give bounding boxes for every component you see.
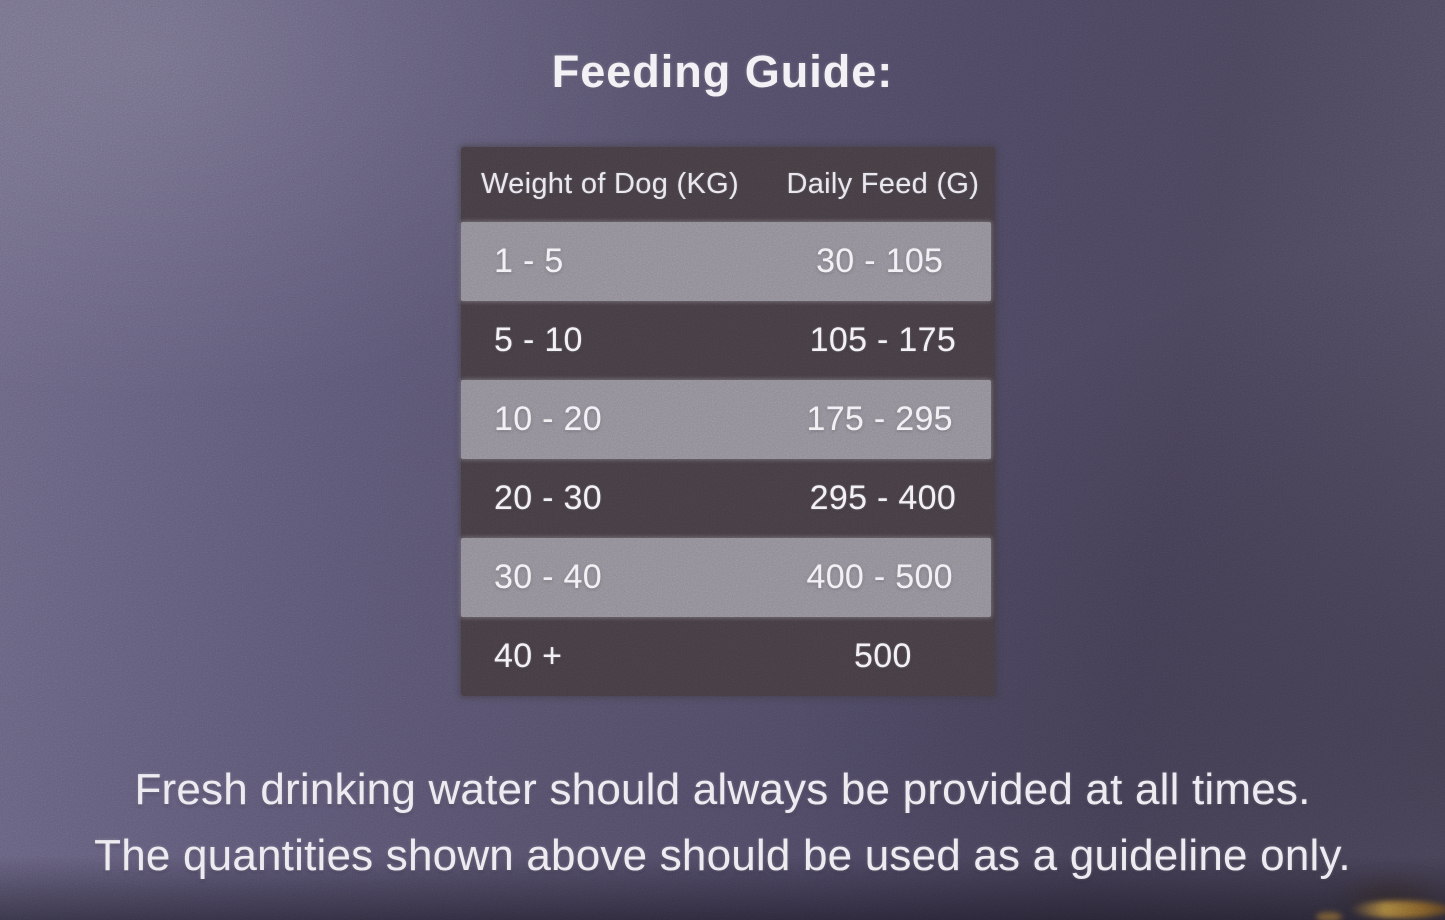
feed-cell: 400 - 500 — [806, 558, 953, 596]
feed-cell: 175 - 295 — [806, 400, 953, 438]
footer-line-2: The quantities shown above should be use… — [94, 831, 1351, 880]
footer-line-1: Fresh drinking water should always be pr… — [134, 765, 1311, 814]
feed-cell: 30 - 105 — [816, 242, 944, 280]
weight-cell: 40 + — [494, 637, 563, 675]
table-row: 30 - 40 400 - 500 — [461, 538, 991, 617]
feed-cell: 500 — [854, 637, 912, 675]
gold-smudge-dot — [1316, 912, 1342, 920]
feed-cell: 295 - 400 — [809, 479, 957, 517]
gold-smudge — [1350, 901, 1445, 918]
column-header-weight: Weight of Dog (KG) — [481, 168, 739, 200]
weight-cell: 30 - 40 — [494, 558, 602, 596]
feeding-guide-table: Weight of Dog (KG) Daily Feed (G) 1 - 5 … — [461, 147, 995, 696]
table-row: 10 - 20 175 - 295 — [461, 380, 991, 459]
weight-cell: 20 - 30 — [494, 479, 602, 517]
weight-cell: 5 - 10 — [494, 321, 583, 359]
table-row: 40 + 500 — [461, 617, 995, 696]
feed-cell: 105 - 175 — [809, 321, 957, 359]
weight-cell: 1 - 5 — [494, 242, 564, 280]
weight-cell: 10 - 20 — [494, 400, 602, 438]
footer-note: Fresh drinking water should always be pr… — [0, 757, 1445, 889]
table-row: 5 - 10 105 - 175 — [461, 301, 995, 380]
table-row: 20 - 30 295 - 400 — [461, 459, 995, 538]
table-header-row: Weight of Dog (KG) Daily Feed (G) — [461, 147, 995, 222]
table-row: 1 - 5 30 - 105 — [461, 222, 991, 301]
column-header-daily-feed: Daily Feed (G) — [786, 168, 980, 200]
page-title: Feeding Guide: — [551, 46, 894, 97]
